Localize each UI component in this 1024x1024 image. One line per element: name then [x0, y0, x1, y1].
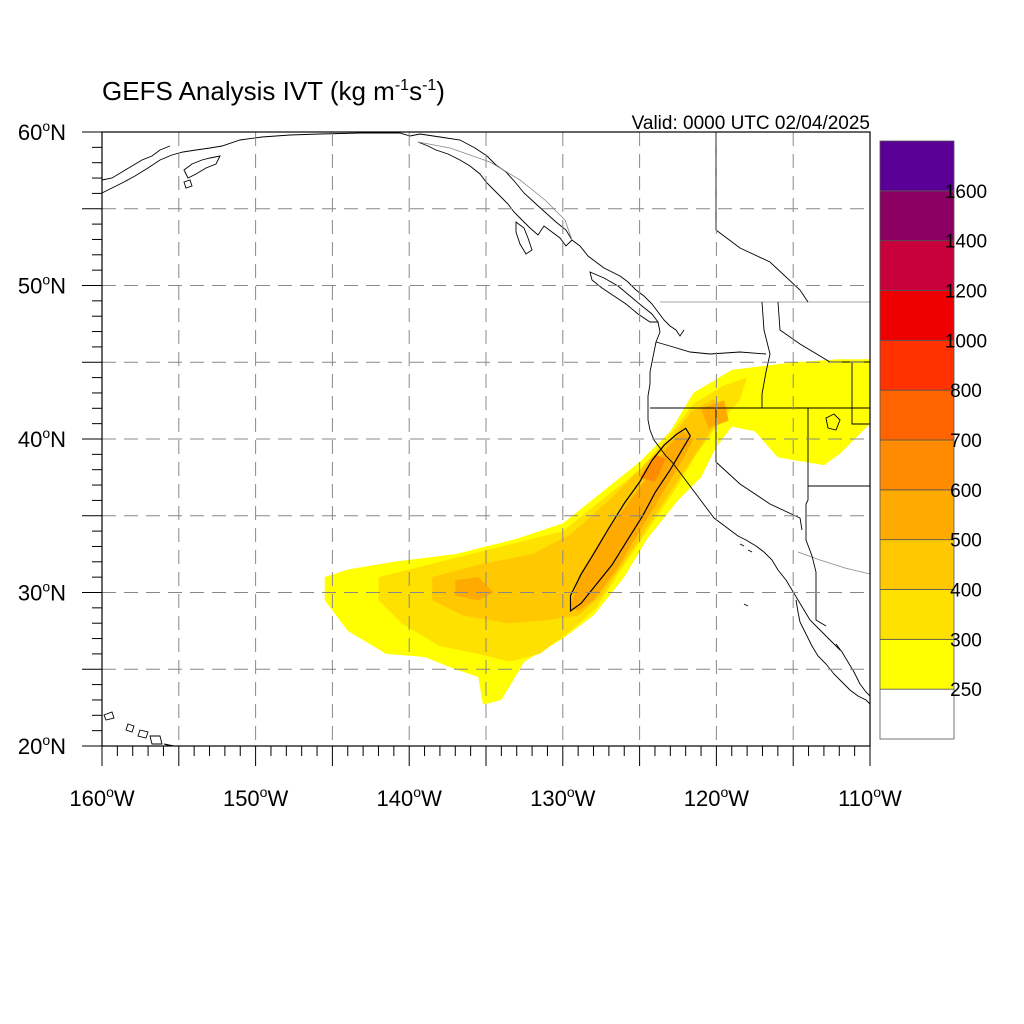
x-tick-label: 120oW: [684, 784, 750, 811]
colorbar-box: [879, 439, 955, 491]
ivt-region-600-6: [639, 454, 666, 482]
axis-tick-labels: 160oW 150oW 140oW 130oW 120oW 110oW 60oN 50oN 40…: [18, 118, 902, 811]
y-tick-label: 60oN: [18, 118, 66, 145]
colorbar-box: [879, 489, 955, 541]
y-tick-label: 30oN: [18, 579, 66, 606]
gulf-of-california-coast: [835, 643, 870, 697]
kodiak-island: [183, 155, 221, 179]
map-title: GEFS Analysis IVT (kg m-1s-1): [102, 76, 445, 106]
colorbar-box: [879, 589, 955, 640]
vancouver-island: [589, 271, 659, 323]
colorbar-box: [879, 240, 955, 291]
state-border-wy: [851, 362, 870, 425]
contour-line: [569, 427, 692, 613]
colorbar-box: [879, 140, 955, 192]
colorbar-box: [879, 290, 955, 341]
colorbar-label: 500: [950, 531, 982, 552]
bc-coastline: [571, 239, 685, 337]
ivt-region-500-3: [455, 577, 494, 601]
y-tick-label: 40oN: [18, 425, 66, 452]
colorbar-label: 250: [950, 680, 982, 701]
baja-california: [795, 599, 870, 705]
colorbar-box: [879, 389, 955, 441]
x-tick-label: 110oW: [838, 784, 902, 811]
alaska-coastline: [102, 132, 573, 247]
haida-gwaii: [515, 221, 533, 255]
ivt-600-contour: [569, 427, 692, 613]
colorbar-label: 800: [950, 381, 982, 402]
colorbar-label: 400: [950, 581, 982, 602]
us-mexico-border: [797, 551, 870, 575]
ivt-colorbar: 250 300 400 500 600 700 800 1000 1200 1400 1600: [879, 140, 987, 740]
hawaii-islands: [103, 711, 175, 746]
small-island: [183, 179, 193, 189]
ivt-shading: [324, 359, 870, 705]
colorbar-label: 1000: [945, 331, 987, 352]
y-tick-label: 20oN: [18, 732, 66, 759]
ivt-region-500-5: [701, 400, 729, 429]
coastlines: [102, 132, 870, 746]
canada-province-border: [715, 132, 809, 303]
state-border-az-nm: [805, 504, 827, 627]
x-tick-label: 140oW: [377, 784, 443, 811]
colorbar-box: [879, 638, 955, 690]
political-borders: [417, 132, 870, 627]
alaska-canada-border: [417, 141, 573, 241]
x-tick-label: 130oW: [530, 784, 596, 811]
state-border-id: [761, 301, 771, 408]
colorbar-box: [879, 688, 955, 740]
axis-ticks: [82, 131, 871, 766]
us-west-coastline: [647, 321, 841, 651]
colorbar-label: 300: [950, 630, 982, 651]
colorbar-label: 700: [950, 431, 982, 452]
great-salt-lake: [825, 413, 841, 431]
alaska-peninsula: [102, 145, 171, 181]
y-tick-label: 50oN: [18, 272, 66, 299]
x-tick-label: 160oW: [69, 784, 135, 811]
map-plot-area: [102, 132, 870, 746]
colorbar-label: 1600: [945, 182, 987, 203]
state-border-wa-or: [655, 341, 767, 355]
colorbar-label: 600: [950, 481, 982, 502]
colorbar-label: 1200: [945, 282, 987, 303]
colorbar-box: [879, 190, 955, 242]
channel-islands: [739, 543, 753, 607]
colorbar-box: [879, 339, 955, 391]
valid-time-label: Valid: 0000 UTC 02/04/2025: [632, 113, 870, 134]
colorbar-label: 1400: [945, 232, 987, 253]
ivt-region-500-4: [570, 431, 694, 611]
x-tick-label: 150oW: [223, 784, 289, 811]
colorbar-box: [879, 539, 955, 590]
gridlines: [102, 132, 870, 746]
